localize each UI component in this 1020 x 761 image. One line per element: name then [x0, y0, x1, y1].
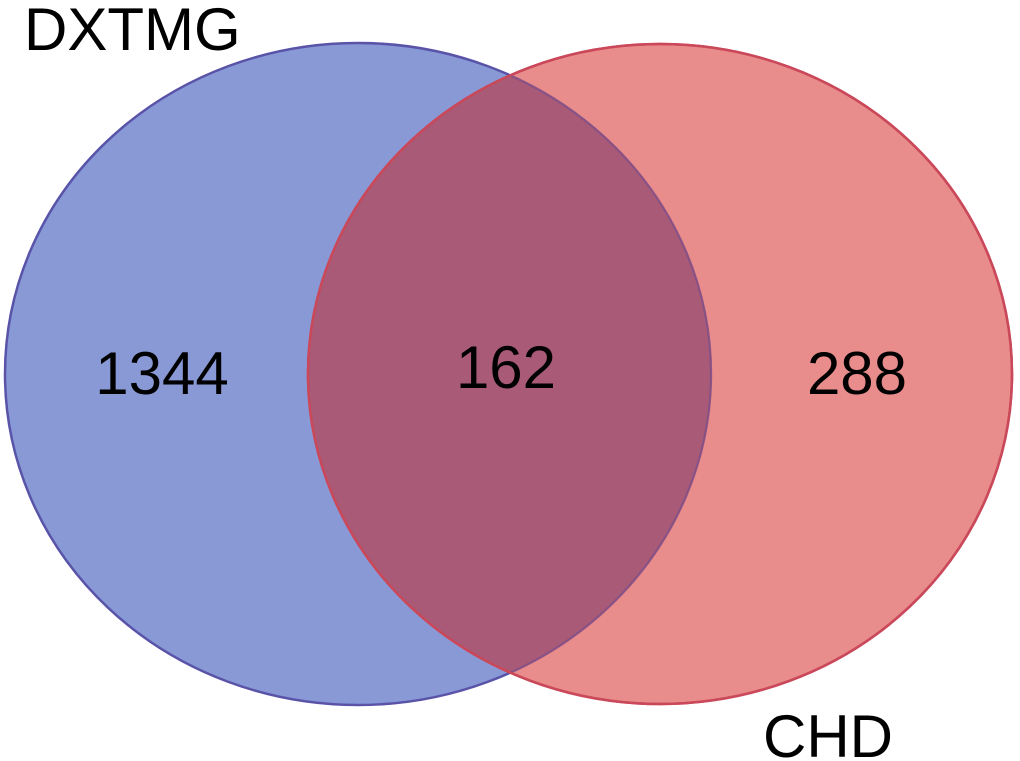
chd-set-label: CHD [763, 703, 893, 761]
dxtmg-set-label: DXTMG [24, 0, 241, 63]
dxtmg-circle-outline [4, 42, 712, 706]
chd-circle-outline [306, 42, 1014, 706]
dxtmg-only-count: 1344 [95, 340, 228, 407]
intersection-region [308, 44, 711, 704]
chd-only-count: 288 [807, 340, 907, 407]
intersection-count: 162 [456, 334, 556, 401]
